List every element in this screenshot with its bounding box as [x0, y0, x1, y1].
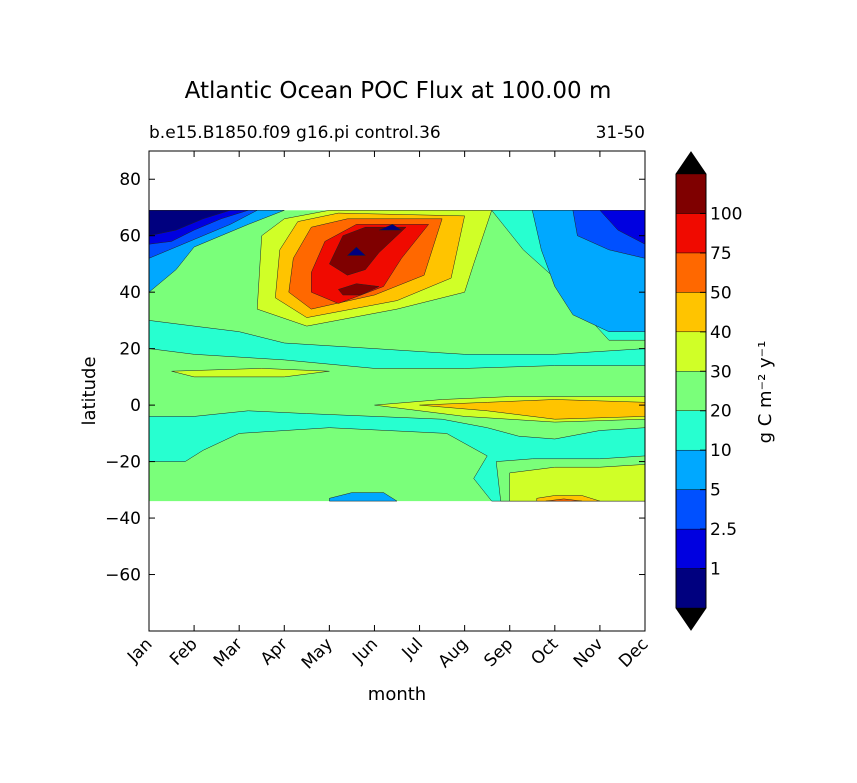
y-tick-label: 0 [130, 396, 141, 416]
colorbar-tick-label: 1 [710, 560, 721, 580]
colorbar-tick-label: 30 [710, 362, 732, 382]
x-tick-label: Jul [398, 634, 427, 663]
chart-subtitle-right: 31-50 [596, 123, 645, 143]
y-axis-label: latitude [79, 356, 100, 425]
contour-region-bloom-over-a [378, 224, 403, 231]
x-tick-label: Jun [348, 634, 382, 668]
y-axis: 80 60 40 20 0 −20 −40 −60 [105, 170, 645, 586]
colorbar-outline [675, 151, 707, 631]
x-tick-label: Jan [123, 634, 156, 667]
y-tick-label: 80 [119, 170, 141, 190]
colorbar-extend-over [676, 152, 706, 174]
y-tick-label: −40 [105, 509, 141, 529]
y-tick-label: 60 [119, 227, 141, 247]
y-tick-label: 40 [119, 283, 141, 303]
colorbar-tick-label: 50 [710, 283, 732, 303]
contour-region-south-40 [536, 495, 600, 502]
colorbar-label: g C m⁻² y⁻¹ [755, 341, 776, 444]
x-tick-label: Nov [570, 634, 608, 672]
colorbar-tick-label: 100 [710, 204, 742, 224]
x-tick-label: Apr [257, 634, 292, 669]
x-tick-label: Oct [527, 634, 562, 669]
contour-region-bloom-over-b [346, 246, 367, 256]
x-tick-label: May [298, 634, 337, 673]
x-axis-label: month [368, 684, 426, 705]
colorbar-extend-under [676, 608, 706, 630]
x-tick-label: Mar [210, 634, 247, 671]
colorbar-swatch [675, 292, 707, 333]
x-tick-label: Dec [615, 634, 652, 671]
y-tick-label: −20 [105, 453, 141, 473]
colorbar-tick-label: 20 [710, 402, 732, 422]
colorbar-swatch [675, 252, 707, 293]
colorbar-swatch [675, 568, 707, 609]
contour-region-bloom-100 [329, 226, 407, 276]
contour-region-bloom-100-south [337, 283, 380, 296]
contour-plot [148, 210, 646, 502]
colorbar-tick-label: 40 [710, 323, 732, 343]
colorbar-swatch [675, 331, 707, 372]
plot-frame [148, 150, 646, 632]
colorbar-swatch [675, 449, 707, 490]
chart-title: Atlantic Ocean POC Flux at 100.00 m [185, 78, 612, 104]
x-tick-label: Feb [166, 634, 201, 669]
y-tick-label: −60 [105, 566, 141, 586]
contour-region-south-50 [545, 498, 582, 502]
colorbar: 1 2.5 5 10 20 30 40 50 75 100 [675, 151, 742, 631]
colorbar-tick-label: 5 [710, 481, 721, 501]
colorbar-swatch [675, 173, 707, 214]
chart-subtitle-left: b.e15.B1850.f09 g16.pi control.36 [149, 123, 441, 143]
colorbar-swatch [675, 528, 707, 569]
colorbar-swatch [675, 410, 707, 451]
colorbar-swatch [675, 371, 707, 411]
colorbar-tick-label: 2.5 [710, 520, 737, 540]
x-tick-label: Aug [435, 634, 473, 672]
colorbar-swatch [675, 489, 707, 530]
colorbar-swatch [675, 213, 707, 254]
contour-region-north-streak [171, 368, 330, 378]
contour-region-south-5 [329, 492, 398, 502]
colorbar-tick-label: 10 [710, 441, 732, 461]
y-tick-label: 20 [119, 340, 141, 360]
x-tick-label: Sep [480, 634, 517, 671]
colorbar-tick-label: 75 [710, 244, 732, 264]
